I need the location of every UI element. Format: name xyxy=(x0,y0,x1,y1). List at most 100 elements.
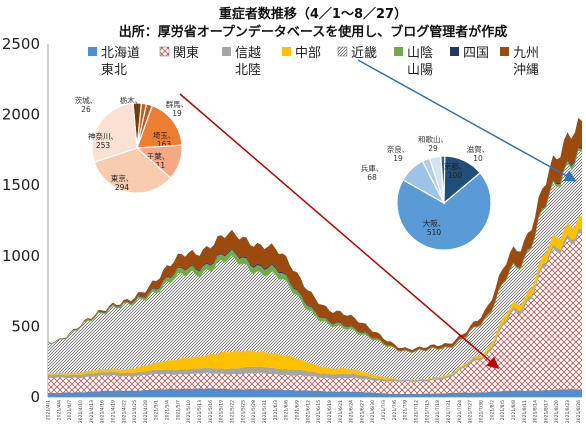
x-tick-label: 2021/8/8 xyxy=(511,400,517,420)
chart-subtitle: 出所：厚労省オープンデータベースを使用し、ブログ管理者が作成 xyxy=(119,24,508,40)
x-tick-label: 2021/6/12 xyxy=(305,400,311,423)
x-tick-label: 2021/4/19 xyxy=(110,400,116,423)
x-tick-label: 2021/4/25 xyxy=(132,400,138,423)
x-tick-label: 2021/6/30 xyxy=(370,400,376,423)
x-tick-label: 2021/5/31 xyxy=(262,400,268,423)
x-tick-label: 2021/6/24 xyxy=(349,400,355,423)
legend-item: 近畿 xyxy=(337,46,377,61)
x-tick-label: 2021/6/18 xyxy=(327,400,333,423)
pie-label: 68 xyxy=(367,173,377,182)
pie-label: 和歌山、 xyxy=(418,134,448,144)
pie-label: 奈良、 xyxy=(387,144,410,154)
y-tick-label: 2000 xyxy=(2,106,40,124)
legend-item: 四国 xyxy=(450,46,489,61)
pie-label: 栃木、 xyxy=(120,95,143,105)
x-tick-label: 2021/6/21 xyxy=(338,400,344,423)
pie-label: 兵庫、 xyxy=(361,163,384,173)
x-tick-label: 2021/7/9 xyxy=(403,400,409,420)
pie-slice xyxy=(396,171,492,251)
area-6 xyxy=(48,146,582,353)
kinki-arrow xyxy=(357,59,577,182)
pie-label: 茨城、 xyxy=(75,95,98,105)
pie-label: 19 xyxy=(393,154,403,163)
legend-label: 北海道 xyxy=(101,46,140,61)
pie-label: 29 xyxy=(428,144,438,153)
x-tick-label: 2021/5/22 xyxy=(230,400,236,423)
x-tick-label: 2021/6/9 xyxy=(294,400,300,420)
pie-label: 510 xyxy=(427,228,442,237)
area-4 xyxy=(48,150,582,380)
legend-label: 北陸 xyxy=(235,62,261,78)
pie-label: 大阪、 xyxy=(423,218,446,228)
legend-label: 九州 xyxy=(513,46,539,61)
pie-label: 253 xyxy=(96,141,111,150)
x-tick-label: 2021/8/11 xyxy=(522,400,528,423)
legend-swatch xyxy=(337,46,348,57)
x-tick-label: 2021/5/4 xyxy=(165,400,171,420)
legend-swatch xyxy=(88,47,97,56)
x-tick-label: 2021/6/15 xyxy=(316,400,322,423)
x-tick-label: 2021/5/19 xyxy=(219,400,225,423)
pie-label: 19 xyxy=(172,109,182,118)
x-tick-label: 2021/6/6 xyxy=(284,400,290,420)
x-tick-label: 2021/8/14 xyxy=(533,400,539,423)
area-5 xyxy=(48,147,582,354)
pie-label: 群馬、 xyxy=(166,99,189,109)
x-tick-label: 2021/4/10 xyxy=(78,400,84,423)
area-0 xyxy=(48,388,582,397)
x-tick-label: 2021/5/25 xyxy=(240,400,246,423)
y-tick-label: 500 xyxy=(11,317,40,335)
pie-label: 10 xyxy=(473,154,483,163)
x-tick-label: 2021/4/13 xyxy=(89,400,95,423)
pie-slice xyxy=(136,104,183,149)
x-tick-label: 2021/5/7 xyxy=(175,400,181,420)
area-7 xyxy=(48,117,582,353)
legend-label: 近畿 xyxy=(351,46,377,61)
x-tick-label: 2021/4/4 xyxy=(56,400,62,420)
legend-swatch xyxy=(394,47,403,56)
x-tick-label: 2021/8/5 xyxy=(500,400,506,420)
area-1 xyxy=(48,233,582,394)
x-tick-label: 2021/7/27 xyxy=(468,400,474,423)
legend-swatch xyxy=(500,47,509,56)
x-tick-label: 2021/5/16 xyxy=(208,400,214,423)
pie-slice xyxy=(93,147,172,194)
legend-swatch xyxy=(222,47,231,56)
x-tick-label: 2021/6/3 xyxy=(273,400,279,420)
x-tick-label: 2021/5/13 xyxy=(197,400,203,423)
x-tick-label: 2021/4/7 xyxy=(67,400,73,420)
x-tick-label: 2021/7/18 xyxy=(435,400,441,423)
x-tick-label: 2021/5/10 xyxy=(186,400,192,423)
legend-label: 中部 xyxy=(295,46,321,61)
x-tick-label: 2021/4/28 xyxy=(143,400,149,423)
legend-swatch xyxy=(159,46,170,57)
pie-slice xyxy=(443,155,481,205)
legend-label: 沖縄 xyxy=(513,63,539,78)
legend-label: 山陰 xyxy=(407,46,433,61)
x-tick-label: 2021/5/1 xyxy=(154,400,160,420)
pie-label: 千葉、 xyxy=(147,151,170,161)
kinki-pie-chart: 大阪、510 兵庫、68 奈良、19 和歌山、29 滋賀、10 京都、100 xyxy=(361,134,492,251)
y-tick-label: 1000 xyxy=(2,247,40,265)
pie-label: 294 xyxy=(115,183,130,192)
x-tick-label: 2021/6/27 xyxy=(359,400,365,423)
legend-label: 東北 xyxy=(101,62,127,78)
x-tick-label: 2021/8/17 xyxy=(543,400,549,423)
legend-item: 関東 xyxy=(159,45,199,61)
y-tick-label: 2500 xyxy=(2,35,40,53)
pie-label: 26 xyxy=(81,105,91,114)
x-axis: 2021/4/1 2021/4/4 2021/4/7 2021/4/10 2021/4/… xyxy=(46,396,582,423)
legend-label: 信越 xyxy=(235,46,261,61)
chart-title: 重症者数推移（4／1～8／27） xyxy=(219,6,407,22)
x-tick-label: 2021/5/28 xyxy=(251,400,257,423)
pie-label: 神奈川、 xyxy=(88,131,118,141)
x-tick-label: 2021/7/24 xyxy=(457,400,463,423)
legend-label: 関東 xyxy=(173,45,199,61)
x-tick-label: 2021/8/26 xyxy=(576,400,582,423)
